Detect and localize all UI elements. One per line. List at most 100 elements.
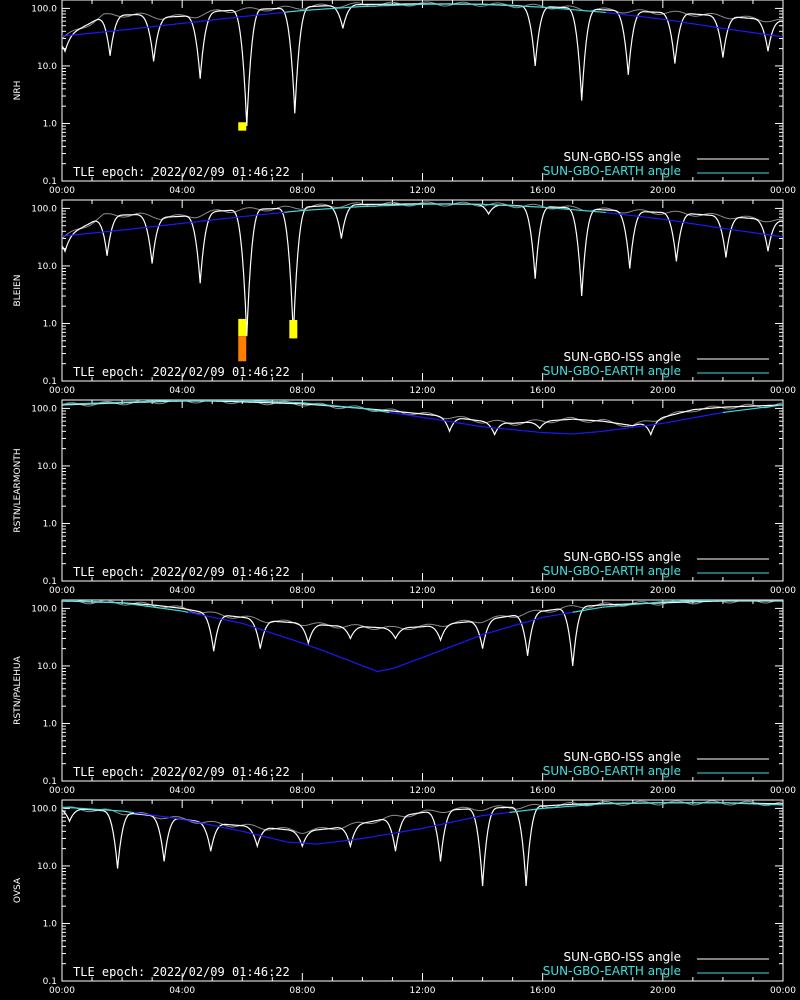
earth-angle-segment [557,613,561,616]
tle-epoch-label: TLE epoch: 2022/02/09 01:46:22 [73,165,290,179]
earth-angle-segment [551,614,555,617]
earth-angle-segment [311,645,315,649]
tle-epoch-label: TLE epoch: 2022/02/09 01:46:22 [73,965,290,979]
x-tick-label: 04:00 [169,186,195,196]
legend-iss-label: SUN-GBO-ISS angle [564,750,681,764]
earth-angle-segment [263,629,267,632]
earth-angle-segment [368,667,372,670]
earth-angle-segment [266,630,270,633]
earth-angle-segment [581,609,585,612]
earth-angle-segment [719,411,724,414]
earth-angle-segment [692,416,696,419]
earth-angle-segment [461,818,465,821]
earth-angle-segment [701,415,705,417]
earth-angle-segment [440,648,444,652]
earth-angle-segment [680,418,684,421]
earth-angle-segment [254,626,258,629]
iss-ghost-line [62,201,783,239]
earth-angle-segment [284,840,288,843]
earth-angle-segment [212,824,216,827]
legend-iss-label: SUN-GBO-ISS angle [564,350,681,364]
earth-angle-segment [215,617,219,620]
earth-angle-segment [287,637,291,640]
earth-angle-segment [443,822,447,825]
earth-angle-segment [410,829,414,831]
earth-angle-segment [497,628,501,631]
tle-epoch-label: TLE epoch: 2022/02/09 01:46:22 [73,765,290,779]
earth-angle-segment [191,612,195,615]
earth-angle-segment [587,608,591,611]
earth-angle-segment [716,412,721,415]
earth-angle-segment [212,616,216,619]
earth-angle-segment [536,617,540,620]
earth-angle-segment [377,670,381,673]
legend-iss-label: SUN-GBO-ISS angle [564,150,681,164]
earth-angle-segment [188,819,192,822]
earth-angle-segment [437,650,441,653]
earth-angle-segment [434,651,438,654]
earth-angle-segment [677,419,681,422]
earth-angle-segment [599,606,603,609]
earth-angle-segment [275,633,279,636]
earth-angle-segment [188,611,192,614]
x-tick-label: 16:00 [530,986,556,996]
earth-angle-segment [293,639,297,642]
earth-angle-segment [206,615,210,618]
earth-angle-segment [590,608,594,610]
x-tick-label: 20:00 [650,986,676,996]
earth-angle-segment [383,833,387,836]
earth-angle-segment [224,619,228,621]
earth-angle-segment [425,654,429,657]
x-tick-label: 04:00 [169,586,195,596]
earth-angle-segment [542,616,546,618]
earth-angle-segment [344,658,348,661]
legend-iss-label: SUN-GBO-ISS angle [564,550,681,564]
earth-angle-segment [410,660,414,663]
earth-angle-segment [278,634,282,637]
legend-earth-label: SUN-GBO-EARTH angle [543,364,681,378]
earth-angle-segment [200,614,204,616]
earth-angle-segment [371,835,375,838]
earth-angle-segment [305,643,309,646]
y-tick-label: 0.1 [43,377,57,387]
plot-area [62,1,783,131]
x-tick-label: 00:00 [770,986,796,996]
earth-angle-segment [224,827,228,829]
earth-angle-segment [392,666,396,670]
panel-5: 100.010.01.00.100:00 04:00 08:00 12:00 16:00… [13,799,796,996]
earth-angle-segment [560,613,564,615]
x-tick-label: 08:00 [289,386,315,396]
earth-angle-segment [446,646,450,649]
earth-angle-segment [314,646,318,650]
earth-angle-segment [533,618,537,621]
earth-angle-segment [296,640,300,643]
plot-area [62,400,783,437]
earth-angle-segment [206,823,210,826]
panel-1: 100.010.01.00.100:00 04:00 08:00 12:00 16:00… [13,0,796,196]
earth-angle-segment [386,668,390,671]
legend-iss-label: SUN-GBO-ISS angle [564,950,681,964]
legend-earth-label: SUN-GBO-EARTH angle [543,564,681,578]
earth-angle-segment [461,640,465,644]
x-tick-label: 20:00 [650,586,676,596]
panel-4: 100.010.01.00.100:00 04:00 08:00 12:00 16:00… [13,599,796,796]
earth-angle-segment [428,825,432,828]
earth-angle-segment [389,832,393,835]
earth-angle-segment [404,662,408,665]
transit-marker [238,318,247,337]
earth-angle-segment [566,612,570,614]
legend-earth-label: SUN-GBO-EARTH angle [543,164,681,178]
earth-angle-segment [467,817,471,820]
earth-angle-segment [398,664,402,667]
earth-angle-segment [707,414,712,416]
x-tick-label: 16:00 [530,786,556,796]
transit-marker [238,336,247,362]
earth-angle-segment [545,615,549,618]
earth-angle-segment [425,826,429,829]
earth-angle-segment [458,642,462,645]
earth-angle-segment [227,619,231,622]
earth-angle-segment [413,659,417,662]
earth-angle-segment [218,617,222,620]
